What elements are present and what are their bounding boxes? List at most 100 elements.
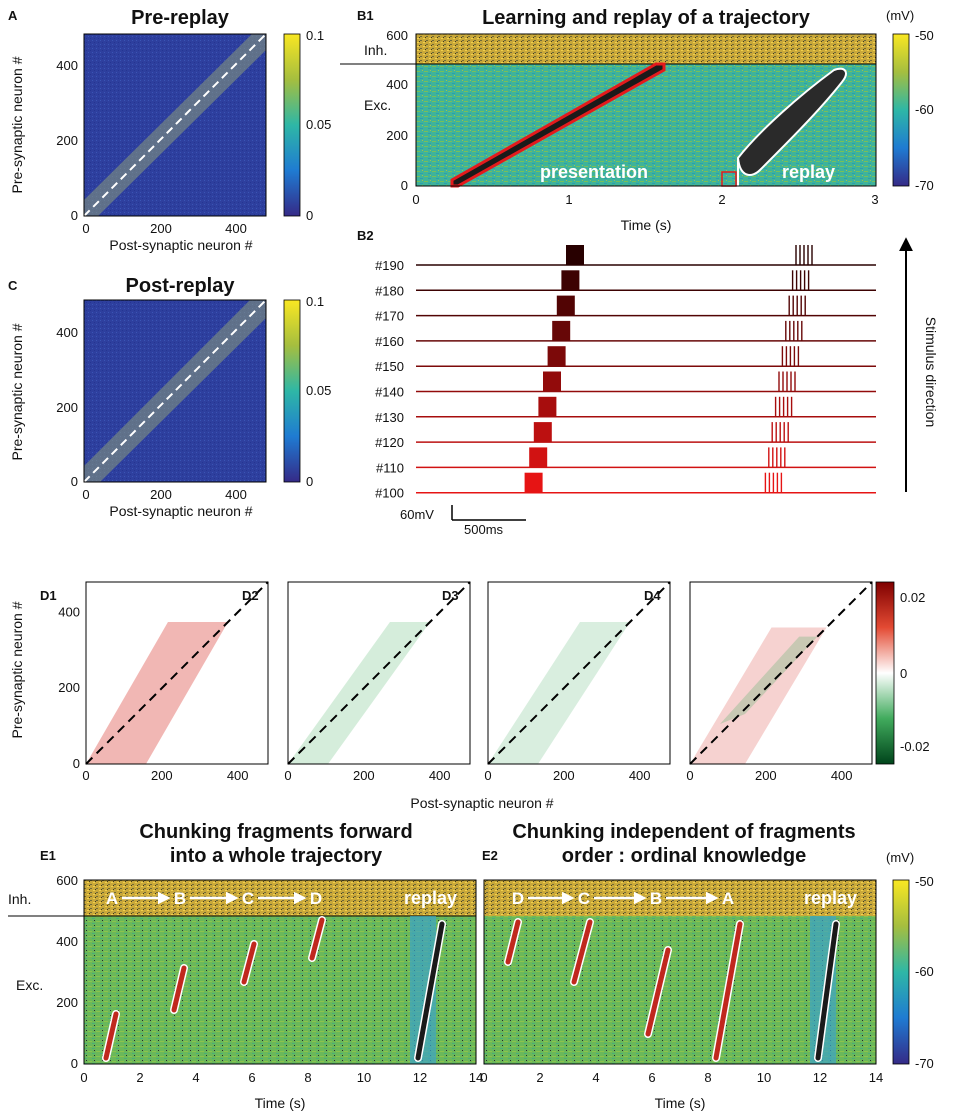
panel-c-cbar-tick-low: 0 [306, 474, 313, 489]
panel-c: C Post-replay 0 200 400 0 200 400 Post-s… [8, 275, 331, 519]
panel-b2-scale-t: 500ms [464, 522, 504, 537]
e-xtick: 10 [357, 1070, 371, 1085]
panel-a-cbar-tick-high: 0.1 [306, 28, 324, 43]
panel-e2: E2 Chunking independent of fragments ord… [480, 821, 933, 1111]
e-fragment-spikes [103, 1011, 119, 1061]
panel-label-d1: D1 [40, 588, 57, 603]
panel-e1-xlabel: Time (s) [255, 1095, 306, 1111]
panel-c-xtick-400: 400 [225, 487, 247, 502]
b2-presentation-burst [524, 472, 543, 493]
b2-neuron-label: #140 [375, 385, 404, 400]
panel-b1-xtick-1: 1 [565, 192, 572, 207]
panel-c-cbar-tick-mid: 0.05 [306, 383, 331, 398]
panel-a-cbar-tick-low: 0 [306, 208, 313, 223]
panel-b2-scale-v: 60mV [400, 507, 434, 522]
e-fragment-spikes [713, 921, 743, 1061]
e-xtick: 4 [192, 1070, 199, 1085]
panel-d-dashed-diagonal [287, 581, 471, 765]
panel-e2-frame [483, 879, 877, 1065]
panel-d-xlabel: Post-synaptic neuron # [410, 795, 553, 811]
panel-b1-xlabel: Time (s) [621, 217, 672, 233]
panel-a-xtick-200: 200 [150, 221, 172, 236]
panel-a: A Pre-replay 0 200 400 0 200 400 Post-sy… [8, 7, 331, 253]
panel-e2-cbar-tick-low: -70 [915, 1056, 934, 1071]
b2-neuron-label: #130 [375, 410, 404, 425]
panel-c-ytick-200: 200 [56, 400, 78, 415]
panel-e1-title-line1: Chunking fragments forward [139, 821, 412, 843]
panel-b1-exc-label: Exc. [364, 97, 391, 113]
panel-label-e1: E1 [40, 848, 56, 863]
panel-b1-frame [415, 33, 877, 187]
e-xtick: 14 [469, 1070, 483, 1085]
panel-e1: E1 Chunking fragments forward into a who… [8, 821, 483, 1111]
panel-d-xtick: 400 [227, 768, 249, 783]
b2-neuron-label: #120 [375, 435, 404, 450]
panel-e1-ytick-600: 600 [56, 873, 78, 888]
panel-e1-title-line2: into a whole trajectory [170, 845, 383, 867]
sequence-letter: A [106, 889, 118, 908]
b2-presentation-burst [547, 346, 566, 367]
panel-d-ytick: 400 [58, 604, 80, 619]
panel-d-ytick: 0 [73, 756, 80, 771]
b2-presentation-burst [529, 447, 548, 468]
b2-neuron-label: #160 [375, 334, 404, 349]
e-xtick: 6 [248, 1070, 255, 1085]
panel-b1-ytick-600: 600 [386, 28, 408, 43]
panel-d-sub-d2: D2ΔwLTD0200400 [242, 581, 471, 783]
panel-e2-xticks: 0 2 4 6 8 10 12 14 [480, 1070, 883, 1085]
panel-a-xtick-400: 400 [225, 221, 247, 236]
panel-d-xtick: 200 [151, 768, 173, 783]
panel-d-xtick: 0 [82, 768, 89, 783]
sequence-letter: B [174, 889, 186, 908]
panel-d-dashed-diagonal [487, 581, 671, 765]
panel-e2-replay-label: replay [804, 888, 857, 908]
panel-d-dashed-diagonal [85, 581, 269, 765]
e-fragment-spikes [505, 919, 521, 965]
panel-e2-cbar-tick-mid: -60 [915, 964, 934, 979]
panel-e1-frame [83, 879, 477, 1065]
b2-presentation-burst [561, 270, 580, 291]
panel-b1-title: Learning and replay of a trajectory [482, 7, 811, 29]
panel-b1-presentation-label: presentation [540, 162, 648, 182]
panel-c-xlabel: Post-synaptic neuron # [109, 503, 252, 519]
panel-c-colorbar [283, 299, 301, 483]
e-xtick: 4 [592, 1070, 599, 1085]
panel-d-xtick: 0 [686, 768, 693, 783]
panel-d: D1ΔwLTP00200200400400D2ΔwLTD0200400D3ΔwS… [40, 581, 873, 783]
panel-e2-cbar-tick-high: -50 [915, 874, 934, 889]
sequence-letter: B [650, 889, 662, 908]
panel-a-ytick-200: 200 [56, 133, 78, 148]
panel-d-sub-d1: D1ΔwLTP00200200400400 [40, 581, 269, 783]
panel-e2-xlabel: Time (s) [655, 1095, 706, 1111]
panel-b2-direction-label: Stimulus direction [923, 317, 939, 428]
panel-d-xtick: 0 [284, 768, 291, 783]
panel-a-frame [83, 33, 267, 217]
e-fragment-spikes [309, 917, 325, 961]
e-fragment-spikes [241, 941, 257, 985]
e-xtick: 12 [813, 1070, 827, 1085]
panel-b1-cbar-tick-mid: -60 [915, 102, 934, 117]
e-xtick: 8 [704, 1070, 711, 1085]
b2-presentation-burst [566, 245, 584, 265]
panel-b1-cbar-tick-low: -70 [915, 178, 934, 193]
panel-label-d2: D2 [242, 588, 259, 603]
panel-c-dashed-diagonal [83, 299, 267, 483]
panel-c-diagonal-band [84, 300, 266, 482]
panel-label-b1: B1 [357, 8, 374, 23]
panel-d-xtick: 200 [553, 768, 575, 783]
panel-d-frame [487, 581, 671, 765]
panel-b1-replay-label: replay [782, 162, 835, 182]
panel-e2-title-line2: order : ordinal knowledge [562, 845, 806, 867]
panel-d-ylabel: Pre-synaptic neuron # [9, 601, 25, 738]
sequence-letter: C [578, 889, 590, 908]
panel-e1-ytick-0: 0 [71, 1056, 78, 1071]
panel-c-cbar-tick-high: 0.1 [306, 294, 324, 309]
panel-d-xtick: 400 [831, 768, 853, 783]
b2-neuron-label: #110 [376, 460, 404, 475]
b2-neuron-label: #150 [375, 359, 404, 374]
panel-e1-inh-label: Inh. [8, 891, 31, 907]
panel-b1-replay-region [736, 67, 847, 176]
panel-d-dashed-diagonal [689, 581, 873, 765]
panel-e1-ytick-400: 400 [56, 934, 78, 949]
